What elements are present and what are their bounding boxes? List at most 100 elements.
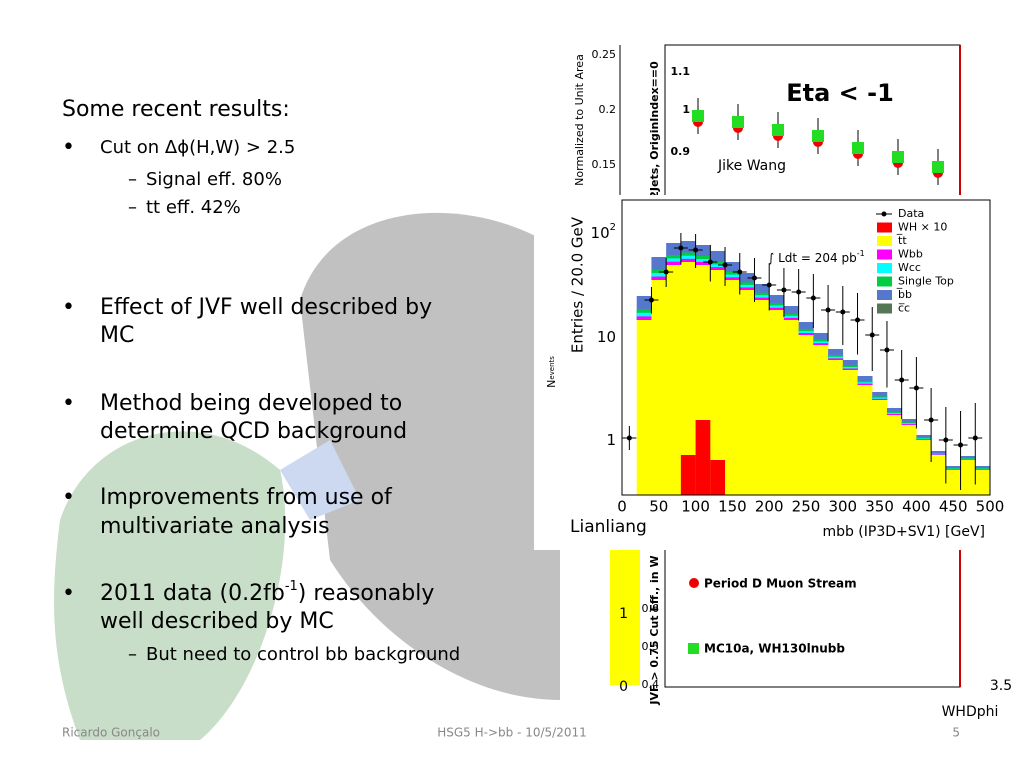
data-point — [722, 262, 728, 268]
stack — [975, 466, 991, 470]
data-point — [928, 417, 934, 423]
y-tick-label: 1 — [619, 606, 628, 622]
data-point — [855, 317, 861, 323]
stack — [842, 360, 858, 370]
data-point — [972, 435, 978, 441]
x-label: WHDphi — [942, 704, 999, 720]
x-tick-label: 400 — [902, 498, 931, 516]
x-tick-label: 250 — [792, 498, 821, 516]
stack — [945, 470, 961, 495]
stack — [813, 345, 829, 495]
stack — [886, 408, 902, 415]
data-point — [840, 309, 846, 315]
point — [852, 142, 864, 154]
y-tick-label: 0.9 — [671, 145, 691, 158]
stack — [886, 413, 902, 415]
bullet-text: multivariate analysis — [100, 514, 330, 539]
background-art — [54, 212, 560, 740]
bullet-text: Improvements from use of — [100, 485, 393, 510]
stack — [931, 451, 947, 455]
stack — [739, 290, 755, 495]
data-point — [869, 332, 875, 338]
stack — [901, 424, 917, 425]
author: Lianliang — [570, 517, 647, 537]
heading: Some recent results: — [62, 97, 290, 122]
sub-text: Signal eff. 80% — [146, 169, 282, 190]
y-label: Entries / 20.0 GeV — [569, 216, 587, 353]
text: Cut on Δϕ(H,W) > 2.5 — [100, 137, 295, 158]
stack — [828, 349, 844, 360]
legend-swatch — [877, 236, 892, 246]
stack — [975, 469, 991, 470]
y-tick-label: 1 — [682, 103, 690, 116]
stack — [769, 310, 785, 495]
stack — [945, 466, 961, 470]
y-tick-label: 1 — [606, 431, 616, 449]
bullet-text: Effect of JVF well described by — [100, 295, 432, 320]
legend-label: t̅t — [896, 234, 907, 247]
stack — [857, 376, 873, 385]
sub-text: tt eff. 42% — [146, 197, 241, 218]
x-tick-label: 500 — [976, 498, 1005, 516]
data-point — [958, 442, 964, 448]
stack — [783, 320, 799, 495]
main-plot: Entries / 20.0 GeV Nevents mbb (IP3D+SV1… — [534, 195, 1020, 550]
x-tick-label: 0 — [617, 498, 627, 516]
stack — [931, 454, 947, 455]
stack — [783, 317, 799, 320]
stack — [857, 385, 873, 495]
stack — [842, 368, 858, 370]
stack — [769, 307, 785, 310]
data-point — [737, 269, 743, 275]
data-point — [751, 275, 757, 281]
stack — [710, 267, 726, 270]
legend-swatch — [877, 303, 892, 314]
bullet-text: Method being developed to — [100, 391, 402, 416]
legend-swatch — [881, 211, 887, 217]
legend-label: Wcc — [898, 261, 921, 274]
text: 10 — [597, 328, 616, 346]
point — [772, 124, 784, 136]
x-tick-label: 100 — [681, 498, 710, 516]
text: ) reasonably — [298, 581, 435, 606]
bullet-text: well described by MC — [100, 609, 334, 634]
stack — [901, 425, 917, 495]
point — [812, 130, 824, 142]
sup: -1 — [285, 579, 298, 594]
stack — [725, 280, 741, 495]
point — [732, 116, 744, 128]
bullet-text: 2011 data (0.2fb-1) reasonably — [100, 579, 434, 607]
data-point — [810, 295, 816, 301]
data-point — [796, 289, 802, 295]
y-tick-label: 0.15 — [592, 158, 617, 171]
y-tick-label: 0.5 — [642, 640, 660, 653]
stack — [813, 343, 829, 345]
legend-label: MC10a, WH130lnubb — [704, 642, 845, 656]
top-plot: Eta < -1 Jike Wang Normalized to Unit Ar… — [570, 28, 972, 201]
y-label: JVF > 0.75 Cut Eff., in W — [648, 555, 661, 705]
x-label: mbb (IP3D+SV1) [GeV] — [822, 524, 985, 540]
y-tick-label: 102 — [591, 222, 616, 242]
data-point — [913, 385, 919, 391]
y-tick-label: 1.1 — [671, 65, 691, 78]
stack — [651, 276, 667, 280]
bottom-plot: Period D Muon Stream MC10a, WH130lnubb J… — [570, 540, 1015, 722]
stack — [754, 297, 770, 300]
legend-label: b̅b — [896, 288, 912, 301]
point — [932, 161, 944, 173]
stack — [886, 415, 902, 495]
stack — [857, 383, 873, 385]
data-point — [707, 259, 713, 265]
bullet-symbol: • — [62, 581, 75, 606]
lumi: ∫ Ldt = 204 pb-1 — [768, 249, 865, 265]
bullets: • Cut on Δϕ(H,W) > 2.5– Signal eff. 80%– tt… — [62, 135, 460, 665]
author: Jike Wang — [717, 158, 786, 174]
bullet-text: determine QCD background — [100, 419, 407, 444]
stack — [695, 262, 711, 265]
stack — [636, 320, 652, 495]
point — [692, 110, 704, 122]
data-point — [663, 269, 669, 275]
stack — [901, 419, 917, 425]
data-point — [693, 247, 699, 253]
bullet-symbol: • — [62, 295, 75, 320]
